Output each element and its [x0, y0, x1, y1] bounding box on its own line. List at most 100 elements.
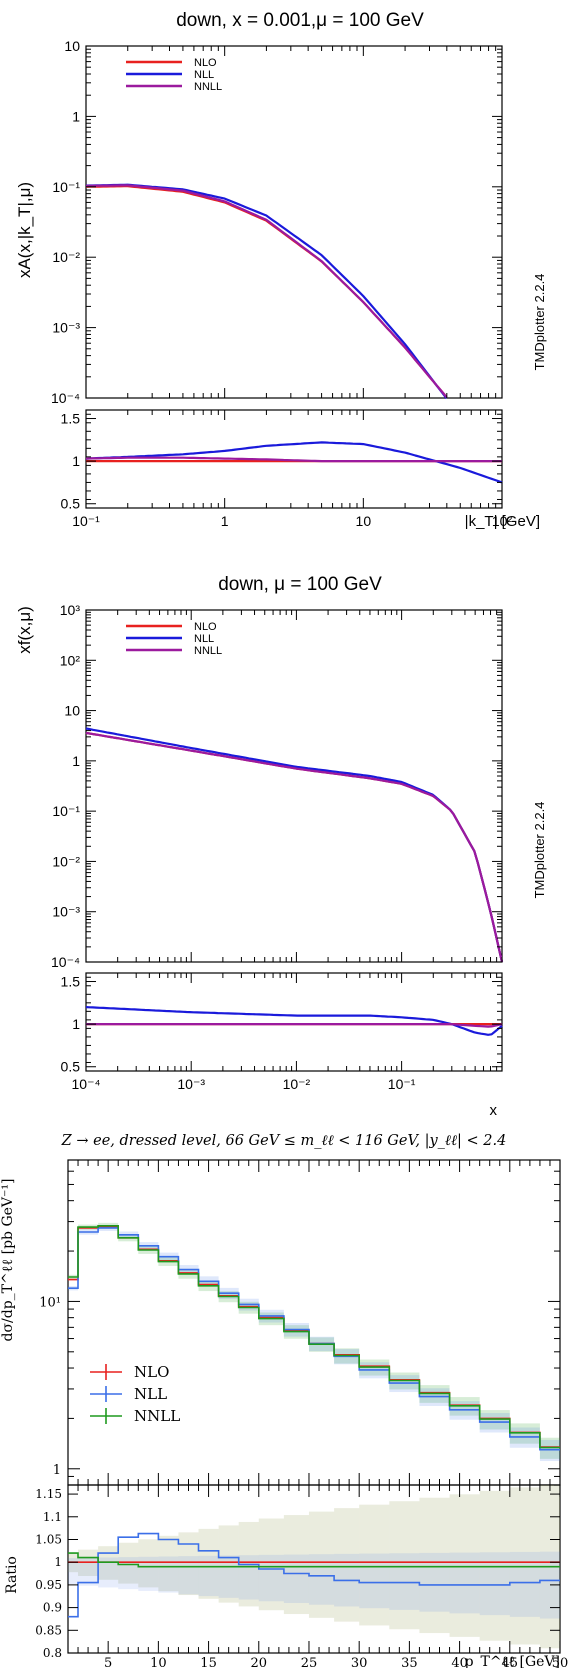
- ratio-band-nnll: [334, 1508, 360, 1622]
- panel1-title: down, x = 0.001,μ = 100 GeV: [176, 10, 424, 31]
- x-tick-label: 10⁻⁴: [72, 1076, 101, 1092]
- y-tick-label: 10⁻¹: [52, 803, 80, 819]
- ratio-tick-label: 0.8: [43, 1646, 62, 1660]
- ratio-band-nnll: [389, 1501, 420, 1630]
- ratio-curve-nll: [85, 1006, 503, 1036]
- x-tick-label: 5: [104, 1656, 112, 1668]
- legend-label-nlo: NLO: [194, 57, 217, 69]
- ratio-tick-label: 1: [72, 453, 80, 469]
- panel2-ratio-frame: [85, 972, 503, 1072]
- legend-label-nlo: NLO: [134, 1363, 169, 1381]
- ratio-tick-label: 1.5: [61, 974, 81, 990]
- panel2-y-ticks: 10⁻⁴ 10⁻³ 10⁻² 10⁻¹ 1 10 10² 10³: [51, 602, 502, 970]
- panel-x: down, μ = 100 GeV 10⁻⁴ 10⁻³ 10⁻² 10⁻¹ 1 10 10²…: [15, 574, 547, 1119]
- panel2-title: down, μ = 100 GeV: [218, 574, 382, 595]
- x-tick-label: 35: [401, 1656, 418, 1668]
- curve-nll: [85, 727, 504, 963]
- x-tick-label: 25: [301, 1656, 318, 1668]
- panel-ptll: Z → ee, dressed level, 66 GeV ≤ m_ℓℓ < 1…: [0, 1133, 568, 1668]
- ratio-tick-label: 1: [54, 1555, 62, 1569]
- ratio-band-nnll: [258, 1518, 284, 1611]
- ratio-band-nnll: [198, 1528, 219, 1599]
- x-tick-label: 10⁻²: [283, 1076, 311, 1092]
- panel1-main-frame: [85, 45, 503, 399]
- x-tick-label: 15: [200, 1656, 217, 1668]
- panel3-title: Z → ee, dressed level, 66 GeV ≤ m_ℓℓ < 1…: [61, 1133, 507, 1149]
- panel3-y-axis-label: dσ/dp_T^ℓℓ [pb GeV⁻¹]: [0, 1179, 16, 1342]
- y-tick-label: 10⁻¹: [52, 179, 80, 195]
- legend-label-nll: NLL: [194, 69, 214, 81]
- panel3-ratio-plot: [68, 1485, 560, 1649]
- x-tick-label: 50: [552, 1656, 569, 1668]
- panel3-ratio-axis-label: Ratio: [4, 1556, 20, 1594]
- ratio-curve-nll: [85, 441, 503, 484]
- ratio-band-nnll: [308, 1511, 335, 1618]
- x-tick-label: 45: [502, 1656, 519, 1668]
- y-tick-label: 1: [72, 753, 80, 769]
- y-tick-label: 10⁻⁴: [51, 954, 80, 970]
- panel1-y-ticks: 10⁻⁴ 10⁻³ 10⁻² 10⁻¹ 1 10: [51, 38, 502, 406]
- y-tick-label: 10²: [60, 652, 81, 668]
- y-tick-label: 10¹: [39, 1295, 61, 1310]
- panel1-ratio-ticks: 0.5 1 1.5: [61, 411, 502, 512]
- ratio-tick-label: 1.1: [43, 1510, 62, 1524]
- y-tick-label: 10: [64, 38, 80, 54]
- panel1-ratio-plot: [85, 441, 503, 484]
- ratio-band-nnll: [359, 1504, 390, 1626]
- curve-nnll: [85, 731, 504, 963]
- panel3-main-plot: [68, 1222, 560, 1462]
- panel1-ratio-frame: [85, 409, 503, 509]
- ratio-curve-nnll: [85, 456, 502, 463]
- ratio-hist-nll: [68, 1532, 560, 1618]
- panel3-x-ticks: 5 10 15 20 25 30 35 40 45 50: [67, 1160, 569, 1668]
- legend-label-nnll: NNLL: [194, 81, 222, 93]
- panel1-x-axis-label: |k_T| [GeV]: [465, 513, 540, 530]
- ratio-band-nnll: [158, 1535, 179, 1592]
- ratio-band-nnll: [218, 1525, 239, 1603]
- legend-label-nll: NLL: [194, 633, 214, 645]
- ratio-band-nll: [158, 1556, 179, 1593]
- ratio-tick-label: 1.15: [35, 1487, 62, 1501]
- ratio-tick-label: 1.5: [61, 411, 81, 427]
- legend-label-nnll: NNLL: [194, 645, 222, 657]
- ratio-band-nll: [198, 1555, 219, 1597]
- panel3-ratio-ticks: 0.8 0.85 0.9 0.95 1 1.05 1.1 1.15: [35, 1487, 560, 1660]
- ratio-band-nnll: [283, 1515, 309, 1615]
- panel1-y-axis-label: xA(x,|k_T|,μ): [15, 182, 34, 278]
- y-tick-label: 10⁻³: [52, 320, 80, 336]
- panel3-legend: NLO NLL NNLL: [90, 1363, 180, 1425]
- hist-nnll: [68, 1225, 560, 1449]
- panel2-x-axis-label: x: [490, 1102, 498, 1119]
- ratio-hist-nnll: [68, 1552, 560, 1568]
- panel-kt: down, x = 0.001,μ = 100 GeV 10⁻⁴ 10⁻³ 10⁻²…: [15, 10, 547, 530]
- ratio-tick-label: 0.5: [61, 1059, 81, 1075]
- panel1-x-ticks: 10⁻¹ 1 10 10²: [72, 46, 512, 529]
- panel1-main-plot: [85, 183, 448, 400]
- panel2-ratio-ticks: 0.5 1 1.5: [61, 974, 502, 1075]
- x-tick-label: 10²: [492, 513, 513, 529]
- curve-nnll: [85, 184, 448, 398]
- x-tick-label: 10⁻¹: [388, 1076, 416, 1092]
- panel3-y-ticks: 1 10¹: [39, 1159, 560, 1486]
- y-tick-label: 10⁻²: [52, 249, 80, 265]
- x-tick-label: 20: [251, 1656, 268, 1668]
- y-tick-label: 1: [72, 108, 80, 124]
- legend-label-nll: NLL: [134, 1385, 167, 1403]
- ratio-band-nll: [78, 1557, 99, 1586]
- ratio-curve-nnll: [86, 1022, 503, 1028]
- curve-nll: [85, 183, 448, 400]
- x-tick-label: 10: [356, 513, 372, 529]
- ratio-tick-label: 1: [72, 1016, 80, 1032]
- ratio-band-nll: [178, 1556, 199, 1595]
- curve-nlo: [85, 185, 448, 398]
- panel3-x-axis-label: p_T^ℓℓ [GeV]: [465, 1654, 560, 1668]
- ratio-band-nll: [68, 1558, 79, 1584]
- panel2-main-frame: [85, 609, 503, 963]
- legend-label-nlo: NLO: [194, 621, 217, 633]
- ratio-tick-label: 1.05: [35, 1532, 62, 1546]
- ratio-band-nll: [138, 1556, 159, 1591]
- y-tick-label: 10⁻²: [52, 853, 80, 869]
- panel1-watermark: TMDplotter 2.2.4: [532, 274, 547, 371]
- x-tick-label: 40: [451, 1656, 468, 1668]
